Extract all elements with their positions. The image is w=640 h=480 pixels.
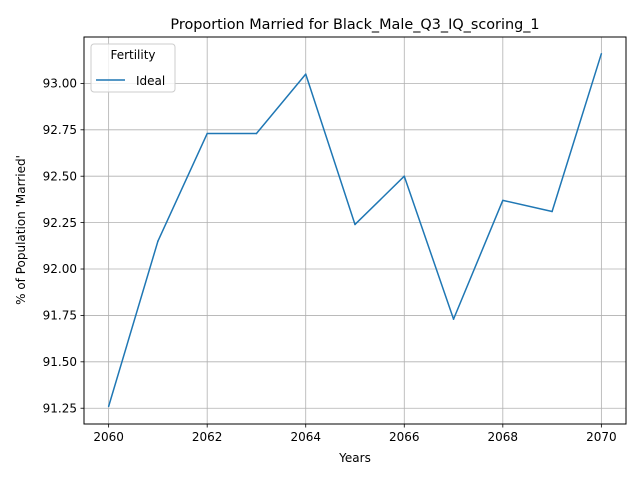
y-axis-ticks: 91.25 91.50 91.75 92.00 92.25 92.50 92.75 93.00 — [43, 77, 84, 415]
x-tick-label: 2068 — [488, 430, 519, 444]
x-tick-label: 2064 — [290, 430, 321, 444]
y-tick-label: 92.25 — [43, 216, 77, 230]
legend-label-ideal: Ideal — [136, 74, 165, 88]
y-tick-label: 92.50 — [43, 169, 77, 183]
x-tick-label: 2066 — [389, 430, 420, 444]
x-axis-ticks: 2060 2062 2064 2066 2068 2070 — [93, 424, 617, 444]
data-point — [304, 73, 307, 75]
data-point — [255, 132, 258, 135]
x-tick-label: 2062 — [192, 430, 223, 444]
data-point — [551, 210, 553, 213]
y-tick-label: 93.00 — [43, 77, 77, 91]
x-tick-label: 2070 — [586, 430, 617, 444]
x-axis-label: Years — [338, 451, 371, 465]
data-point — [502, 199, 504, 202]
axes-frame — [83, 36, 627, 425]
y-tick-label: 92.75 — [43, 123, 77, 137]
chart-title: Proportion Married for Black_Male_Q3_IQ_… — [170, 17, 539, 33]
data-point — [600, 52, 603, 55]
data-point — [354, 223, 356, 226]
y-tick-label: 91.25 — [43, 401, 77, 415]
legend: Fertility Ideal — [90, 43, 176, 93]
y-tick-label: 91.50 — [43, 355, 77, 369]
series-layer — [107, 52, 603, 408]
data-point — [157, 240, 159, 242]
data-point — [403, 175, 406, 177]
data-point — [452, 318, 455, 320]
y-axis-label: % of Population 'Married' — [14, 155, 28, 305]
y-tick-label: 92.00 — [43, 262, 77, 276]
y-tick-label: 91.75 — [43, 309, 77, 323]
data-point — [107, 405, 110, 408]
x-tick-label: 2060 — [93, 430, 124, 444]
legend-title: Fertility — [110, 48, 155, 62]
data-point — [206, 132, 208, 135]
